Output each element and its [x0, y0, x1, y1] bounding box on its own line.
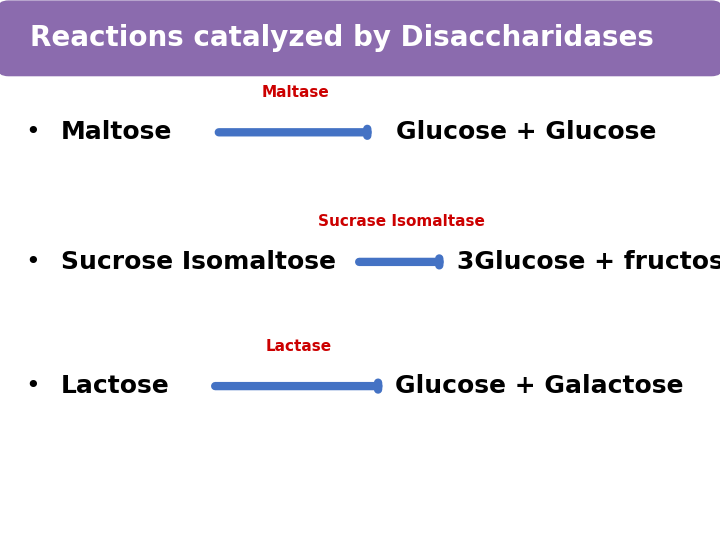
Text: Lactase: Lactase [266, 339, 332, 354]
Text: Lactose: Lactose [61, 374, 170, 398]
Text: •: • [25, 120, 40, 144]
Text: 3Glucose + fructose: 3Glucose + fructose [457, 250, 720, 274]
Text: Glucose + Galactose: Glucose + Galactose [395, 374, 683, 398]
Text: Sucrase Isomaltase: Sucrase Isomaltase [318, 214, 485, 230]
Text: Maltase: Maltase [261, 85, 329, 100]
Text: Maltose: Maltose [61, 120, 173, 144]
Text: •: • [25, 250, 40, 274]
Text: Sucrose Isomaltose: Sucrose Isomaltose [61, 250, 336, 274]
Text: Glucose + Glucose: Glucose + Glucose [396, 120, 657, 144]
Text: Reactions catalyzed by Disaccharidases: Reactions catalyzed by Disaccharidases [30, 24, 654, 52]
Text: •: • [25, 374, 40, 398]
FancyBboxPatch shape [0, 1, 720, 76]
